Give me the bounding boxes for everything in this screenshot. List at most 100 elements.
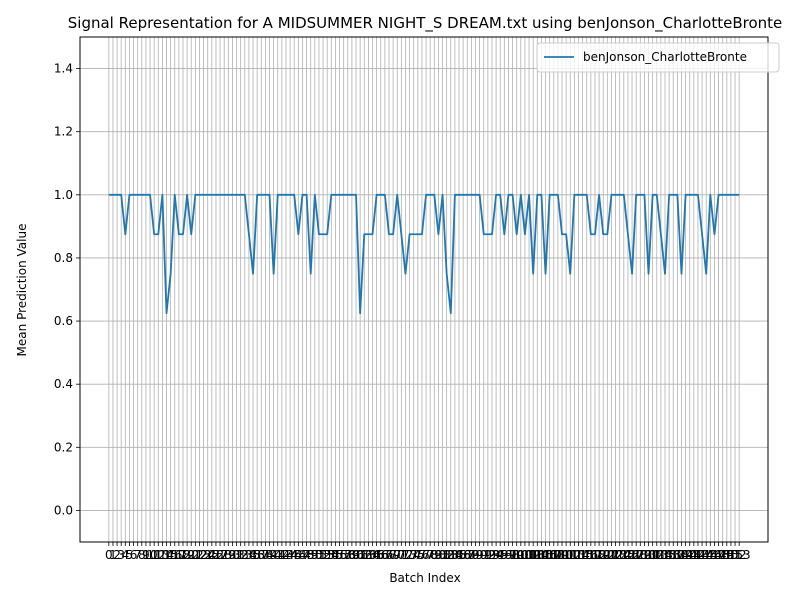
y-axis-ticks: 0.0 0.2 0.4 0.6 0.8 1.0 1.2 1.4: [54, 62, 80, 517]
x-tick-label: 53: [320, 548, 335, 562]
x-tick-label: 153: [728, 548, 751, 562]
x-tick-label: 84: [447, 548, 462, 562]
x-tick-label: 39: [262, 548, 277, 562]
plot-area: [108, 193, 740, 315]
x-tick-label: 117: [579, 548, 602, 562]
x-tick-label: 52: [315, 548, 330, 562]
x-tick-label: 44: [282, 548, 297, 562]
y-axis-label: Mean Prediction Value: [15, 224, 29, 357]
x-tick-label: 59: [344, 548, 359, 562]
x-tick-label: 130: [633, 548, 656, 562]
x-tick-label: 135: [654, 548, 677, 562]
x-tick-label: 83: [443, 548, 458, 562]
x-tick-label: 72: [398, 548, 413, 562]
x-tick-label: 10: [142, 548, 157, 562]
y-tick-label: 0.2: [54, 440, 73, 454]
x-tick-label: 151: [719, 548, 742, 562]
x-tick-label: 100: [509, 548, 532, 562]
x-tick-label: 34: [241, 548, 256, 562]
x-tick-label: 150: [715, 548, 738, 562]
x-tick-label: 73: [402, 548, 417, 562]
x-tick-label: 132: [641, 548, 664, 562]
y-tick-label: 1.0: [54, 188, 73, 202]
series-line-benjonson-charlottebronte: [108, 193, 740, 315]
x-tick-label: 62: [357, 548, 372, 562]
x-tick-label: 41: [270, 548, 285, 562]
x-tick-label: 25: [204, 548, 219, 562]
x-tick-label: 144: [691, 548, 714, 562]
x-tick-label: 22: [192, 548, 207, 562]
x-tick-label: 114: [567, 548, 590, 562]
y-tick-label: 0.0: [54, 503, 73, 517]
x-tick-label: 98: [505, 548, 520, 562]
x-tick-label: 99: [509, 548, 524, 562]
x-tick-label: 111: [555, 548, 578, 562]
x-tick-label: 30: [225, 548, 240, 562]
x-tick-label: 119: [588, 548, 611, 562]
x-tick-label: 43: [278, 548, 293, 562]
x-tick-label: 108: [542, 548, 565, 562]
x-tick-label: 137: [662, 548, 685, 562]
x-tick-label: 115: [571, 548, 594, 562]
x-tick-label: 29: [221, 548, 236, 562]
x-tick-label: 133: [645, 548, 668, 562]
x-tick-label: 76: [414, 548, 429, 562]
x-tick-label: 57: [336, 548, 351, 562]
x-tick-label: 96: [497, 548, 512, 562]
x-tick-label: 103: [522, 548, 545, 562]
x-tick-label: 89: [468, 548, 483, 562]
axes-frame: [79, 36, 769, 543]
y-tick-label: 1.2: [54, 125, 73, 139]
x-tick-label: 36: [250, 548, 265, 562]
x-axis-ticks: 0123456789101112131415161718192021222324…: [105, 542, 751, 562]
x-tick-label: 42: [274, 548, 289, 562]
x-tick-label: 88: [464, 548, 479, 562]
x-tick-label: 51: [311, 548, 326, 562]
chart-title: Signal Representation for A MIDSUMMER NI…: [68, 14, 783, 33]
x-tick-label: 2: [113, 548, 121, 562]
x-tick-label: 85: [451, 548, 466, 562]
x-tick-label: 54: [324, 548, 339, 562]
x-tick-label: 128: [625, 548, 648, 562]
x-tick-label: 139: [670, 548, 693, 562]
x-tick-label: 65: [369, 548, 384, 562]
x-tick-label: 106: [534, 548, 557, 562]
x-tick-label: 127: [621, 548, 644, 562]
x-axis-label: Batch Index: [389, 571, 460, 585]
x-tick-label: 116: [575, 548, 598, 562]
x-tick-label: 16: [167, 548, 182, 562]
x-tick-label: 140: [674, 548, 697, 562]
x-tick-label: 35: [245, 548, 260, 562]
x-tick-label: 152: [724, 548, 747, 562]
x-tick-label: 109: [546, 548, 569, 562]
x-tick-label: 58: [340, 548, 355, 562]
x-tick-label: 104: [526, 548, 549, 562]
x-tick-label: 122: [600, 548, 623, 562]
x-tick-label: 79: [427, 548, 442, 562]
x-tick-label: 101: [513, 548, 536, 562]
x-tick-label: 69: [385, 548, 400, 562]
x-tick-label: 110: [551, 548, 574, 562]
x-tick-label: 3: [117, 548, 125, 562]
x-tick-label: 125: [612, 548, 635, 562]
x-tick-label: 136: [658, 548, 681, 562]
x-tick-label: 40: [266, 548, 281, 562]
x-tick-label: 105: [530, 548, 553, 562]
x-tick-label: 70: [390, 548, 405, 562]
x-tick-label: 47: [295, 548, 310, 562]
x-tick-label: 6: [130, 548, 138, 562]
x-tick-label: 55: [328, 548, 343, 562]
x-tick-label: 38: [258, 548, 273, 562]
x-tick-label: 123: [604, 548, 627, 562]
x-tick-label: 12: [151, 548, 166, 562]
x-tick-label: 8: [138, 548, 146, 562]
x-tick-label: 13: [155, 548, 170, 562]
x-tick-label: 31: [229, 548, 244, 562]
x-tick-label: 27: [212, 548, 227, 562]
x-tick-label: 7: [134, 548, 142, 562]
x-tick-label: 92: [480, 548, 495, 562]
x-tick-label: 0: [105, 548, 113, 562]
x-tick-label: 9: [142, 548, 150, 562]
x-tick-label: 68: [381, 548, 396, 562]
